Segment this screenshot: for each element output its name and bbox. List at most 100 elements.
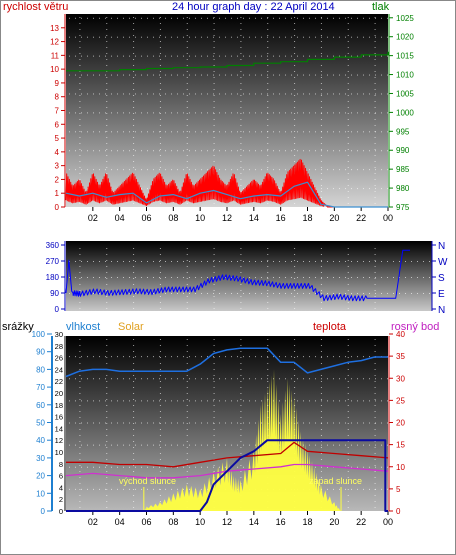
grid-dot bbox=[106, 387, 108, 388]
dewpoint-line bbox=[65, 463, 389, 479]
grid-dot bbox=[240, 429, 242, 430]
grid-dot bbox=[129, 444, 130, 446]
grid-dot bbox=[294, 411, 296, 412]
grid-dot bbox=[159, 55, 160, 57]
grid-dot bbox=[159, 254, 161, 255]
grid-dot bbox=[267, 278, 269, 279]
grid-dot bbox=[93, 93, 94, 95]
grid-dot bbox=[267, 95, 269, 96]
grid-dot bbox=[213, 378, 214, 380]
grid-dot bbox=[320, 155, 322, 156]
grid-dot bbox=[213, 203, 215, 204]
grid-dot bbox=[123, 334, 124, 335]
grid-dot bbox=[133, 119, 135, 120]
grid-dot bbox=[147, 422, 148, 424]
grid-dot bbox=[381, 188, 382, 190]
grid-dot bbox=[267, 296, 269, 297]
grid-dot bbox=[339, 150, 340, 152]
grid-dot bbox=[285, 334, 286, 335]
grid-dot bbox=[240, 363, 242, 364]
grid-dot bbox=[357, 169, 358, 171]
grid-dot bbox=[117, 422, 118, 424]
grid-dot bbox=[79, 77, 81, 78]
grid-dot bbox=[315, 293, 316, 294]
grid-dot bbox=[159, 405, 161, 406]
grid-dot bbox=[369, 150, 370, 152]
grid-dot bbox=[99, 150, 100, 152]
grid-dot bbox=[345, 93, 346, 95]
grid-dot bbox=[133, 363, 135, 364]
grid-dot bbox=[69, 17, 70, 19]
grid-dot bbox=[159, 471, 161, 472]
grid-dot bbox=[213, 36, 214, 38]
direction-tick-label: 270 bbox=[46, 257, 60, 266]
grid-dot bbox=[243, 131, 244, 133]
grid-dot bbox=[267, 254, 269, 255]
grid-dot bbox=[320, 167, 322, 168]
grid-dot bbox=[93, 422, 94, 424]
grid-dot bbox=[347, 429, 349, 430]
grid-dot bbox=[347, 417, 349, 418]
grid-dot bbox=[285, 93, 286, 95]
grid-dot bbox=[201, 93, 202, 95]
grid-dot bbox=[375, 74, 376, 76]
grid-dot bbox=[225, 400, 226, 402]
grid-dot bbox=[133, 399, 135, 400]
grid-dot bbox=[105, 378, 106, 380]
grid-dot bbox=[106, 173, 108, 174]
grid-dot bbox=[133, 435, 135, 436]
grid-dot bbox=[267, 357, 269, 358]
grid-dot bbox=[351, 55, 352, 57]
grid-dot bbox=[177, 131, 178, 133]
grid-dot bbox=[294, 41, 296, 42]
grid-dot bbox=[106, 41, 108, 42]
grid-dot bbox=[294, 119, 296, 120]
grid-dot bbox=[195, 400, 196, 402]
grid-dot bbox=[285, 150, 286, 152]
grid-dot bbox=[207, 422, 208, 424]
grid-dot bbox=[320, 417, 322, 418]
grid-dot bbox=[321, 400, 322, 402]
grid-dot bbox=[111, 169, 112, 171]
grid-dot bbox=[153, 378, 154, 380]
grid-dot bbox=[213, 290, 215, 291]
grid-dot bbox=[213, 131, 214, 133]
grid-dot bbox=[183, 17, 184, 19]
grid-dot bbox=[267, 137, 269, 138]
grid-dot bbox=[273, 131, 274, 133]
direction-tick-label: 360 bbox=[46, 241, 60, 250]
grid-dot bbox=[117, 293, 118, 294]
grid-dot bbox=[207, 112, 208, 114]
grid-dot bbox=[339, 261, 340, 262]
grid-dot bbox=[106, 89, 108, 90]
grid-dot bbox=[374, 149, 376, 150]
grid-dot bbox=[106, 131, 108, 132]
grid-dot bbox=[294, 149, 296, 150]
wind-tick-label: 10 bbox=[50, 65, 59, 74]
grid-dot bbox=[225, 378, 226, 380]
grid-dot bbox=[261, 277, 262, 278]
grid-dot bbox=[189, 131, 190, 133]
grid-dot bbox=[309, 55, 310, 57]
grid-dot bbox=[347, 260, 349, 261]
grid-dot bbox=[186, 167, 188, 168]
grid-dot bbox=[117, 356, 118, 358]
grid-dot bbox=[75, 36, 76, 38]
grid-dot bbox=[243, 293, 244, 294]
grid-dot bbox=[189, 55, 190, 57]
grid-dot bbox=[105, 334, 106, 335]
compass-label: E bbox=[438, 289, 445, 300]
grid-dot bbox=[267, 113, 269, 114]
grid-dot bbox=[213, 89, 215, 90]
grid-dot bbox=[105, 131, 106, 133]
grid-dot bbox=[69, 356, 70, 358]
grid-dot bbox=[240, 77, 242, 78]
grid-dot bbox=[106, 95, 108, 96]
grid-dot bbox=[243, 261, 244, 262]
grid-dot bbox=[93, 400, 94, 402]
grid-dot bbox=[135, 74, 136, 76]
grid-dot bbox=[171, 74, 172, 76]
grid-dot bbox=[147, 400, 148, 402]
grid-dot bbox=[99, 422, 100, 424]
grid-dot bbox=[159, 89, 161, 90]
